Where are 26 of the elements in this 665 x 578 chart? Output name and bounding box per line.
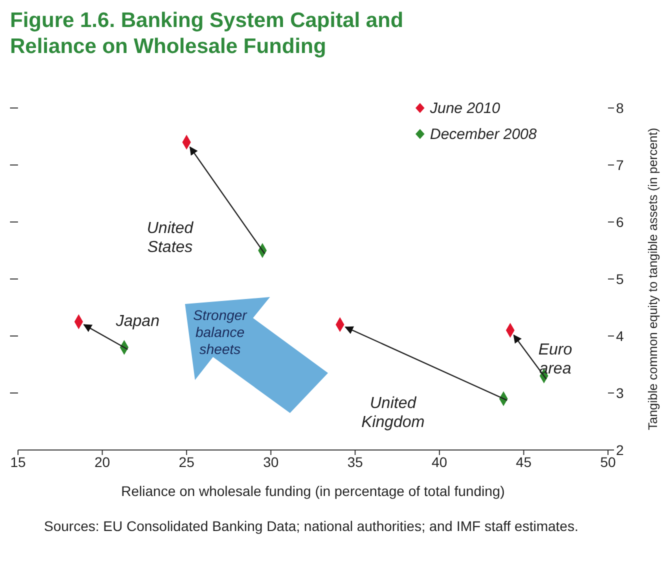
y-tick-label: 3 (616, 384, 624, 401)
x-axis-title: Reliance on wholesale funding (in percentage of total funding) (121, 483, 505, 499)
x-tick-label: 20 (94, 454, 110, 470)
annotation: Stronger balance sheets (193, 307, 248, 357)
annotation: United States (146, 220, 194, 256)
annotation: Japan (114, 312, 160, 330)
y-tick-label: 4 (616, 328, 624, 344)
y-tick-label: 6 (616, 214, 624, 230)
chart-title: Figure 1.6. Banking System Capital and Reliance on Wholesale Funding (9, 8, 404, 60)
x-tick-label: 45 (516, 454, 532, 470)
y-tick-label: 8 (616, 100, 624, 116)
annotation: United Kingdom (361, 395, 425, 431)
x-tick-label: 25 (178, 454, 195, 470)
x-tick-label: 15 (10, 454, 26, 470)
legend-label: December 2008 (430, 126, 538, 143)
legend-label: June 2010 (429, 100, 501, 117)
x-tick-label: 50 (600, 454, 616, 470)
x-tick-label: 40 (432, 454, 448, 470)
y-tick-label: 7 (616, 156, 624, 173)
y-tick-label: 2 (616, 442, 624, 458)
annotation: Euro area (538, 341, 572, 378)
y-axis-title: Tangible common equity to tangible assets (in percent) (646, 128, 660, 430)
y-tick-label: 5 (616, 270, 624, 287)
source-note: Sources: EU Consolidated Banking Data; national authorities; and IMF staff estimates. (43, 518, 580, 534)
x-tick-label: 35 (347, 454, 364, 470)
x-tick-label: 30 (263, 454, 279, 470)
